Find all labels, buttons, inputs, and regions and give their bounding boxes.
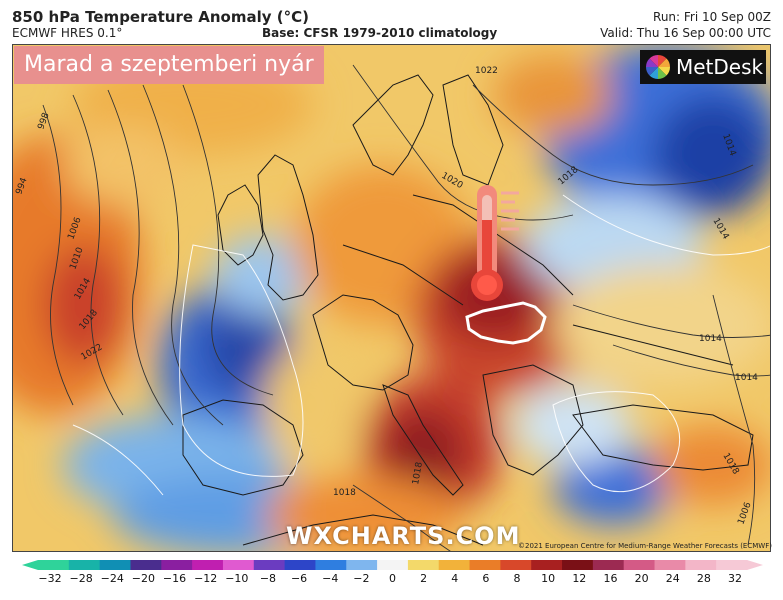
colorbar-tick-label: −20	[131, 572, 156, 585]
colorbar-segment	[284, 560, 316, 570]
metdesk-logo: MetDesk	[640, 50, 766, 84]
colorbar-tick-label: 16	[603, 572, 618, 585]
thermometer-icon	[471, 185, 519, 301]
colorbar-tick-label: 32	[728, 572, 742, 585]
coastlines	[182, 74, 754, 546]
colorbar-segment	[562, 560, 594, 570]
colorbar-tick-label: −8	[259, 572, 277, 585]
wxcharts-watermark: WXCHARTS.COM	[286, 522, 521, 550]
colorbar-tick-label: −2	[353, 572, 370, 585]
colorbar-segment	[346, 560, 378, 570]
colorbar-tick-label: −4	[322, 572, 339, 585]
colorbar-segment	[531, 560, 563, 570]
colorbar-arrow-left	[22, 560, 38, 570]
colorbar-tick-label: 20	[634, 572, 649, 585]
colorbar-segment	[500, 560, 532, 570]
colorbar-tick-label: 24	[665, 572, 680, 585]
model-label: ECMWF HRES 0.1°	[12, 26, 123, 40]
colorbar-segment	[68, 560, 101, 570]
colorbar-tick-label: −12	[194, 572, 218, 585]
colorbar-segment	[438, 560, 471, 570]
colorbar-segment	[253, 560, 286, 570]
colorbar-segment	[222, 560, 255, 570]
colorbar-tick-label: 2	[420, 572, 428, 585]
colorbar-segment	[377, 560, 409, 570]
metdesk-logo-icon	[645, 54, 671, 80]
colorbar-arrow-right	[747, 560, 763, 570]
colorbar-tick-label: 6	[482, 572, 490, 585]
colorbar-ticks: −32 −28 −24 −20 −16 −12 −10 −8 −6 −4 −2 0 2 4 6 8 10 12 16…	[22, 572, 763, 588]
colorbar-tick-label: 28	[696, 572, 711, 585]
chart-header: 850 hPa Temperature Anomaly (°C) ECMWF H…	[0, 0, 783, 44]
colorbar-tick-label: −10	[225, 572, 249, 585]
colorbar-tick-label: 4	[451, 572, 459, 585]
hungary-outline	[465, 301, 547, 345]
colorbar	[22, 560, 763, 570]
colorbar-segment	[315, 560, 347, 570]
isobar-label: 1014	[735, 373, 758, 383]
colorbar-segment	[407, 560, 440, 570]
valid-label: Valid: Thu 16 Sep 00:00 UTC	[600, 26, 771, 40]
metdesk-brand: MetDesk	[676, 55, 764, 79]
run-label: Run: Fri 10 Sep 00Z	[653, 10, 771, 24]
colorbar-tick-label: 0	[389, 572, 396, 585]
chart-title: 850 hPa Temperature Anomaly (°C)	[12, 8, 309, 26]
colorbar-segment	[469, 560, 501, 570]
colorbar-tick-label: 8	[513, 572, 521, 585]
colorbar-tick-label: −24	[100, 572, 124, 585]
colorbar-segment	[192, 560, 224, 570]
colorbar-segment	[623, 560, 656, 570]
colorbar-segment	[716, 560, 748, 570]
colorbar-segment	[592, 560, 625, 570]
zero-contours	[72, 194, 770, 496]
colorbar-tick-label: −16	[162, 572, 187, 585]
anomaly-shading	[13, 45, 770, 551]
colorbar-segment	[685, 560, 717, 570]
isobars	[42, 64, 770, 551]
colorbar-segment	[654, 560, 686, 570]
isobar-label: 1018	[333, 488, 356, 498]
headline-banner: Marad a szeptemberi nyár	[14, 46, 324, 84]
isobar-label: 1014	[699, 334, 722, 344]
colorbar-tick-label: −28	[69, 572, 93, 585]
colorbar-segment	[99, 560, 131, 570]
colorbar-tick-label: 10	[541, 572, 556, 585]
colorbar-tick-label: 12	[572, 572, 587, 585]
base-label: Base: CFSR 1979-2010 climatology	[262, 26, 498, 40]
colorbar-tick-label: −6	[290, 572, 308, 585]
map-field: 998 994 1006 1010 1014 1018 1022 1022 10…	[13, 45, 770, 551]
isobar-label: 1018	[411, 461, 425, 486]
colorbar-segment	[38, 560, 70, 570]
isobar-label: 1022	[475, 66, 498, 76]
copyright-note: ©2021 European Centre for Medium-Range W…	[518, 542, 772, 550]
colorbar-segment	[130, 560, 162, 570]
anomaly-map: 998 994 1006 1010 1014 1018 1022 1022 10…	[12, 44, 771, 552]
colorbar-segment	[161, 560, 193, 570]
colorbar-tick-label: −32	[38, 572, 62, 585]
